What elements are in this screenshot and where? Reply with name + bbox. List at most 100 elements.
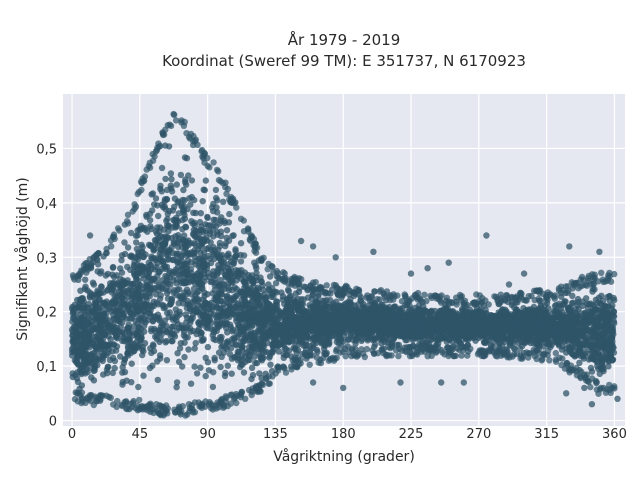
data-point [418, 333, 425, 341]
data-point [284, 286, 292, 293]
data-point [200, 270, 208, 277]
data-point [200, 296, 207, 303]
data-point [297, 337, 305, 344]
data-point [75, 361, 82, 368]
data-point [270, 335, 277, 343]
data-point [130, 280, 137, 288]
data-point [221, 372, 229, 380]
data-point [233, 342, 240, 349]
data-point [179, 236, 187, 244]
data-point [599, 360, 606, 367]
data-point [184, 334, 191, 341]
data-point [94, 268, 101, 275]
data-point [199, 198, 206, 205]
data-point [244, 357, 252, 364]
data-point [449, 308, 457, 315]
data-point [248, 364, 256, 371]
data-point [167, 182, 174, 189]
data-point [117, 291, 124, 298]
data-point [127, 349, 135, 356]
data-point [107, 336, 114, 343]
data-point [472, 315, 479, 322]
data-point [165, 143, 173, 150]
data-point [503, 318, 510, 326]
data-point [202, 308, 210, 315]
data-point [589, 341, 596, 348]
data-point [158, 188, 165, 195]
data-point [138, 241, 145, 248]
data-point [152, 313, 159, 320]
data-point [163, 251, 170, 258]
data-point [237, 240, 245, 247]
data-point [330, 332, 338, 339]
data-point [575, 299, 582, 306]
data-point [109, 263, 117, 271]
data-point [188, 193, 195, 201]
data-point [460, 307, 467, 315]
data-point [138, 331, 145, 338]
data-point [266, 354, 273, 361]
data-point [170, 287, 178, 294]
data-point [143, 211, 150, 219]
data-point [358, 337, 365, 344]
data-point [229, 287, 236, 294]
data-point [212, 186, 220, 194]
data-point [121, 250, 129, 258]
data-point [176, 345, 184, 352]
data-point [179, 196, 186, 204]
data-point [135, 291, 142, 299]
data-point [251, 353, 258, 360]
data-point [163, 186, 171, 194]
data-point [92, 358, 99, 365]
data-point [82, 276, 89, 283]
data-point [187, 201, 194, 208]
data-point [145, 274, 152, 281]
data-point [204, 214, 211, 222]
data-point [207, 259, 215, 267]
data-point [330, 327, 338, 335]
data-point [335, 340, 343, 347]
data-point [163, 357, 171, 364]
data-point [227, 324, 234, 331]
data-point [180, 279, 187, 287]
data-point [223, 345, 231, 352]
data-point [456, 338, 463, 345]
data-point [93, 339, 101, 346]
data-point [361, 317, 368, 324]
data-point [91, 297, 99, 304]
chart-title-line-2: Koordinat (Sweref 99 TM): E 351737, N 61… [162, 52, 526, 70]
data-point [292, 290, 300, 297]
data-point [529, 313, 537, 320]
data-point [230, 259, 237, 266]
data-point [579, 302, 586, 310]
data-point [175, 300, 182, 307]
data-point [252, 332, 260, 340]
data-point [193, 370, 201, 377]
data-point [167, 170, 175, 177]
data-point [594, 341, 602, 348]
data-point [214, 197, 221, 204]
data-point [173, 379, 181, 386]
data-point [172, 221, 179, 229]
data-point [222, 242, 229, 250]
data-point [176, 286, 183, 293]
data-point [86, 344, 93, 351]
data-point [364, 335, 371, 342]
data-point [158, 201, 166, 208]
data-point [146, 290, 153, 297]
data-point [427, 308, 435, 315]
data-point [530, 340, 538, 347]
data-point [567, 345, 575, 352]
data-point [256, 370, 263, 377]
data-point [219, 263, 227, 270]
data-point [131, 263, 138, 270]
data-point [467, 322, 474, 330]
data-point [310, 335, 317, 342]
data-point [182, 176, 189, 183]
data-point [181, 339, 188, 346]
data-point [276, 321, 283, 328]
data-point [204, 343, 212, 351]
data-point [104, 363, 112, 371]
data-point [190, 250, 197, 257]
data-point [605, 363, 612, 370]
